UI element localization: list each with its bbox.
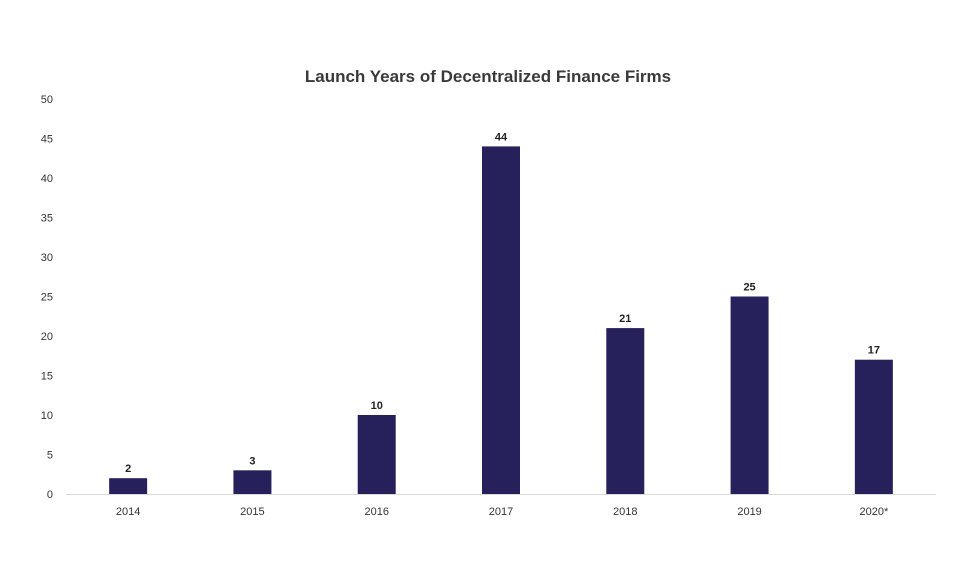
bar-2017 bbox=[482, 146, 520, 494]
bar-2016 bbox=[357, 415, 396, 494]
y-tick-label: 45 bbox=[41, 134, 53, 146]
bar-2019 bbox=[730, 296, 769, 494]
y-tick-label: 15 bbox=[41, 371, 53, 383]
y-tick-label: 10 bbox=[41, 410, 53, 422]
x-tick-label: 2018 bbox=[613, 506, 637, 518]
data-label: 10 bbox=[371, 400, 383, 412]
bar-2018 bbox=[606, 328, 645, 494]
y-tick-label: 20 bbox=[41, 331, 53, 343]
data-label: 25 bbox=[743, 282, 755, 294]
bar-2014 bbox=[109, 478, 148, 494]
x-tick-label: 2020* bbox=[859, 506, 888, 518]
bar-2015 bbox=[233, 470, 272, 494]
data-label: 3 bbox=[249, 455, 255, 467]
data-labels: 2 3 10 44 21 25 17 bbox=[125, 131, 880, 475]
y-tick-label: 40 bbox=[41, 173, 53, 185]
y-tick-label: 35 bbox=[41, 213, 53, 225]
x-tick-label: 2017 bbox=[489, 506, 513, 518]
y-tick-label: 0 bbox=[47, 489, 53, 501]
bars bbox=[109, 146, 893, 494]
x-tick-label: 2019 bbox=[737, 506, 761, 518]
y-axis: 0 5 10 15 20 25 30 35 40 45 50 bbox=[41, 94, 53, 501]
chart-title: Launch Years of Decentralized Finance Fi… bbox=[305, 67, 671, 86]
x-axis: 2014 2015 2016 2017 2018 2019 2020* bbox=[66, 494, 936, 518]
x-tick-label: 2016 bbox=[364, 506, 388, 518]
x-tick-label: 2015 bbox=[240, 506, 264, 518]
bar-2020 bbox=[854, 359, 893, 494]
data-label: 44 bbox=[495, 131, 508, 143]
data-label: 17 bbox=[868, 345, 880, 357]
y-tick-label: 25 bbox=[41, 292, 53, 304]
x-tick-label: 2014 bbox=[116, 506, 140, 518]
y-tick-label: 50 bbox=[41, 94, 53, 106]
data-label: 2 bbox=[125, 463, 131, 475]
data-label: 21 bbox=[619, 313, 631, 325]
y-tick-label: 5 bbox=[47, 450, 53, 462]
y-tick-label: 30 bbox=[41, 252, 53, 264]
